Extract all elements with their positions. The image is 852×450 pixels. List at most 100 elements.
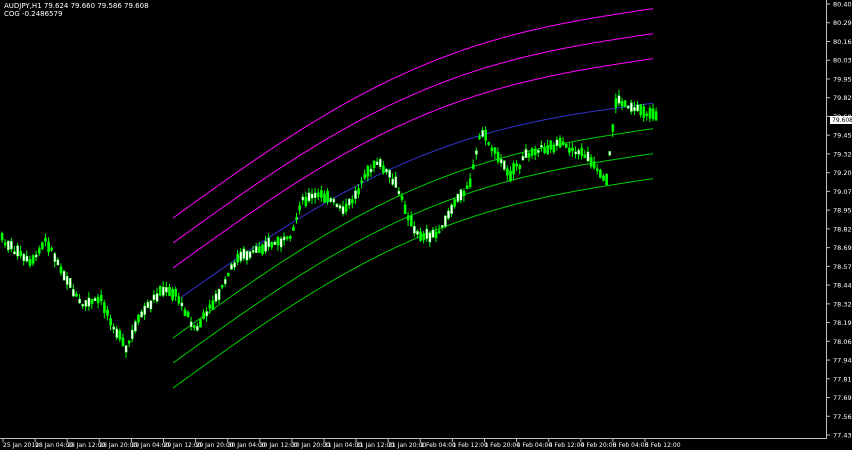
candle-body [450, 204, 453, 214]
candle-body [558, 137, 562, 148]
price-axis-label: 77.435 [833, 432, 852, 440]
cog-band-line [172, 33, 654, 244]
price-axis-label: 78.195 [833, 319, 852, 327]
time-axis-label: 4 Feb 12:00 [549, 442, 585, 449]
candle-body [363, 173, 367, 179]
price-axis-label: 78.570 [833, 263, 852, 271]
candle-body [385, 168, 388, 173]
candle-body [59, 266, 63, 274]
candle-body [279, 238, 283, 248]
candle-body [34, 254, 38, 258]
candle-body [149, 300, 153, 310]
candle-body [419, 231, 422, 241]
price-axis-label: 79.455 [833, 132, 852, 140]
candle-body [592, 161, 596, 169]
candle-body [143, 305, 147, 315]
price-axis-label: 80.405 [833, 1, 852, 9]
cog-band-line [172, 8, 654, 219]
candle-body [6, 240, 10, 251]
candle-body [561, 141, 565, 145]
candle-body [270, 241, 274, 248]
candle-body [118, 330, 122, 340]
candle-body [447, 210, 450, 219]
candle-body [199, 319, 202, 328]
candle-body [78, 298, 81, 304]
candle-body [68, 278, 72, 288]
price-axis-label: 77.815 [833, 375, 852, 383]
candle-body [47, 241, 50, 253]
price-axis-label: 78.445 [833, 282, 852, 290]
candle-body [81, 304, 84, 307]
candle-body [56, 259, 60, 266]
price-axis-label: 78.825 [833, 225, 852, 233]
time-axis-label: 1 Feb 04:00 [420, 442, 456, 449]
candle-body [639, 104, 642, 116]
time-axis-label: 30 Jan 12:00 [260, 442, 298, 449]
candle-body [546, 145, 549, 155]
candle-body [599, 169, 602, 178]
candle-body [506, 168, 509, 176]
candle-body [295, 217, 298, 220]
candle-body [127, 340, 131, 344]
candle-body [223, 279, 227, 284]
candle-body [351, 199, 354, 204]
candle-body [620, 100, 624, 107]
candle-body [627, 105, 630, 109]
candle-body [251, 249, 255, 253]
candle-body [614, 98, 618, 108]
candle-body [227, 272, 230, 277]
candle-body [540, 144, 543, 148]
candle-body [50, 247, 53, 251]
candle-body [481, 130, 484, 137]
time-axis-label: 30 Jan 20:00 [292, 442, 330, 449]
candle-body [524, 149, 528, 158]
price-axis-label: 78.695 [833, 244, 852, 252]
candle-body [72, 289, 75, 297]
candle-body [174, 288, 178, 297]
time-axis-label: 5 Feb 04:00 [613, 442, 649, 449]
candle-body [19, 251, 23, 257]
candle-body [130, 329, 134, 339]
candle-body [369, 168, 373, 173]
current-price-label: 79.608 [832, 117, 852, 124]
candle-body [403, 204, 407, 214]
candle-body [0, 232, 4, 241]
candle-body [31, 255, 35, 264]
candle-body [41, 242, 44, 250]
candle-body [28, 259, 32, 266]
candle-body [456, 193, 460, 202]
candle-body [484, 129, 488, 141]
candle-body [134, 321, 137, 332]
candle-body [124, 345, 128, 353]
candle-body [152, 294, 156, 301]
candle-body [344, 203, 348, 212]
time-axis-label: 4 Feb 04:00 [517, 442, 553, 449]
candle-body [320, 190, 323, 198]
time-axis-label: 30 Jan 04:00 [228, 442, 266, 449]
candle-body [310, 193, 314, 199]
price-axis-label: 78.065 [833, 338, 852, 346]
candle-body [580, 147, 584, 156]
candle-body [230, 264, 233, 270]
candle-body [543, 147, 546, 153]
candle-body [577, 149, 580, 155]
price-axis-label: 80.290 [833, 19, 852, 27]
candle-body [211, 300, 215, 310]
candle-body [10, 240, 13, 250]
candle-body [496, 152, 500, 162]
candle-body [583, 154, 587, 158]
candle-body [53, 253, 57, 262]
candle-body [282, 236, 286, 241]
candle-body [65, 276, 69, 285]
candle-body [468, 178, 472, 187]
candle-body [335, 203, 339, 208]
candle-body [382, 165, 385, 173]
candle-body [490, 147, 494, 152]
candle-body [214, 293, 218, 302]
candle-body [13, 251, 16, 255]
candle-body [518, 164, 522, 170]
candle-body [304, 196, 308, 207]
candle-body [93, 298, 97, 302]
candle-body [22, 253, 26, 262]
